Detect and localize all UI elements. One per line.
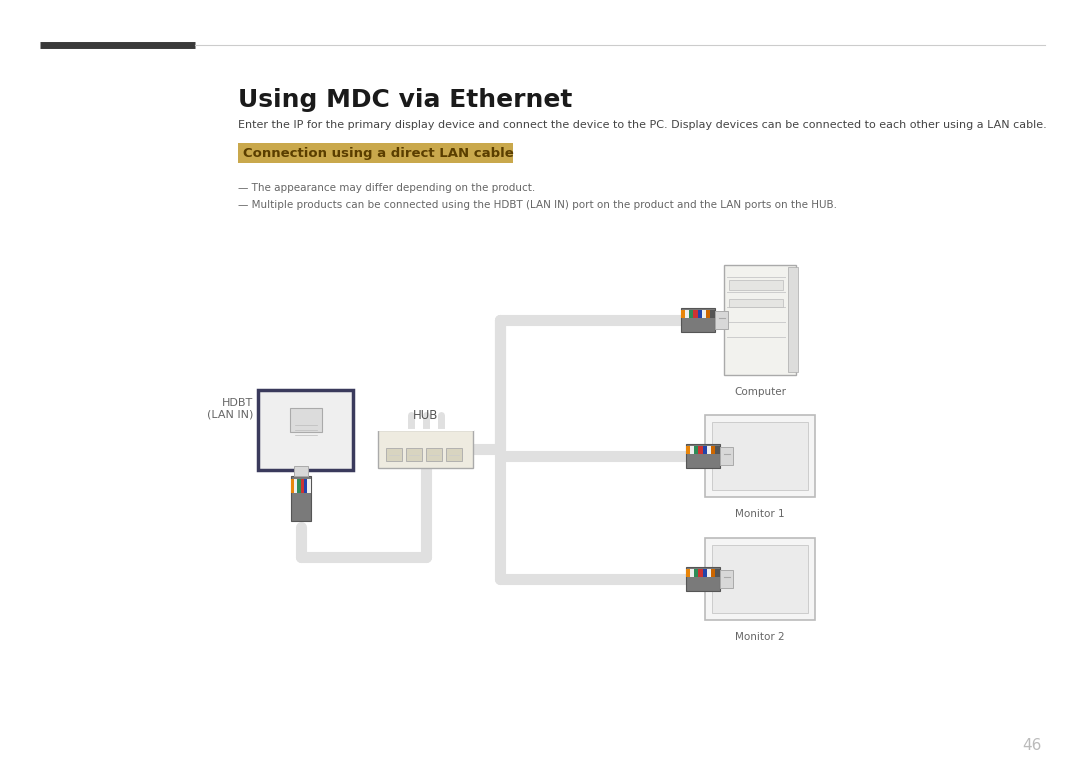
Text: Monitor 2: Monitor 2 bbox=[735, 632, 785, 642]
Bar bbox=[706, 446, 711, 454]
Bar bbox=[712, 545, 808, 613]
Bar bbox=[719, 570, 732, 588]
Bar bbox=[699, 569, 702, 577]
Bar bbox=[729, 280, 783, 290]
Bar bbox=[690, 569, 694, 577]
Bar bbox=[426, 448, 442, 461]
Bar bbox=[294, 465, 308, 475]
Bar bbox=[378, 430, 473, 468]
Bar bbox=[297, 478, 300, 492]
Bar bbox=[702, 446, 706, 454]
Bar bbox=[702, 310, 706, 318]
Bar bbox=[715, 446, 719, 454]
Text: Connection using a direct LAN cable: Connection using a direct LAN cable bbox=[243, 146, 514, 159]
Bar bbox=[690, 446, 694, 454]
Bar bbox=[711, 310, 715, 318]
Bar bbox=[686, 446, 690, 454]
Bar bbox=[294, 478, 297, 492]
Bar bbox=[406, 448, 422, 461]
Bar bbox=[712, 422, 808, 490]
Text: Using MDC via Ethernet: Using MDC via Ethernet bbox=[238, 88, 572, 112]
Bar bbox=[685, 310, 689, 318]
Bar bbox=[711, 446, 715, 454]
Text: Monitor 1: Monitor 1 bbox=[735, 509, 785, 519]
Text: — The appearance may differ depending on the product.: — The appearance may differ depending on… bbox=[238, 183, 536, 193]
Bar bbox=[446, 448, 462, 461]
Bar bbox=[238, 143, 513, 163]
Text: Enter the IP for the primary display device and connect the device to the PC. Di: Enter the IP for the primary display dev… bbox=[238, 120, 1047, 130]
Bar bbox=[729, 299, 783, 307]
Bar bbox=[694, 446, 699, 454]
Bar bbox=[303, 478, 307, 492]
Bar bbox=[291, 475, 311, 520]
Bar bbox=[719, 447, 732, 465]
Bar bbox=[307, 478, 311, 492]
Bar bbox=[680, 308, 715, 332]
Text: HUB: HUB bbox=[413, 409, 438, 422]
Bar bbox=[680, 310, 685, 318]
Bar bbox=[258, 390, 353, 470]
Bar bbox=[686, 444, 719, 468]
Bar bbox=[724, 265, 796, 375]
Bar bbox=[300, 478, 303, 492]
Bar bbox=[686, 569, 690, 577]
Bar bbox=[706, 569, 711, 577]
Text: HDBT
(LAN IN): HDBT (LAN IN) bbox=[206, 398, 253, 420]
Bar bbox=[291, 478, 294, 492]
Bar bbox=[694, 569, 699, 577]
Bar bbox=[706, 310, 711, 318]
Text: Computer: Computer bbox=[734, 387, 786, 397]
Bar bbox=[711, 569, 715, 577]
Bar bbox=[699, 446, 702, 454]
Bar bbox=[705, 538, 815, 620]
Bar bbox=[702, 569, 706, 577]
Bar bbox=[715, 311, 728, 329]
Bar bbox=[705, 415, 815, 497]
Bar bbox=[698, 310, 702, 318]
Text: — Multiple products can be connected using the HDBT (LAN IN) port on the product: — Multiple products can be connected usi… bbox=[238, 200, 837, 210]
Bar bbox=[686, 567, 719, 591]
Bar bbox=[693, 310, 698, 318]
Bar bbox=[788, 267, 798, 372]
Bar bbox=[715, 569, 719, 577]
Bar bbox=[289, 408, 322, 432]
Text: 46: 46 bbox=[1023, 738, 1042, 753]
Bar bbox=[386, 448, 402, 461]
Bar bbox=[689, 310, 693, 318]
